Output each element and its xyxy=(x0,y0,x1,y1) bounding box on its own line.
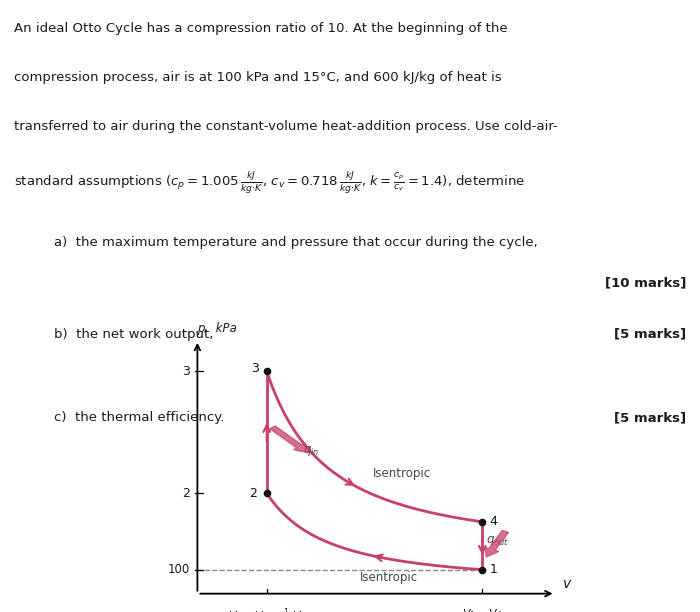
Text: $V_1 = V_4$: $V_1 = V_4$ xyxy=(462,607,503,612)
Text: 3: 3 xyxy=(182,365,190,378)
FancyArrow shape xyxy=(270,426,308,453)
Text: c)  the thermal efficiency.: c) the thermal efficiency. xyxy=(55,411,225,425)
Text: 2: 2 xyxy=(182,487,190,499)
Text: p,  kPa: p, kPa xyxy=(197,323,237,335)
Text: 3: 3 xyxy=(251,362,259,375)
Text: $q_{in}$: $q_{in}$ xyxy=(303,444,320,458)
Text: b)  the net work output,: b) the net work output, xyxy=(55,327,213,341)
Text: $V_2 = V_3 = \frac{1}{10}V_1$: $V_2 = V_3 = \frac{1}{10}V_1$ xyxy=(228,607,306,612)
Text: v: v xyxy=(563,577,571,591)
Text: Isentropic: Isentropic xyxy=(373,467,431,480)
Text: standard assumptions ($c_p = 1.005\,\frac{kJ}{kg{\cdot}K}$, $c_v = 0.718\,\frac{: standard assumptions ($c_p = 1.005\,\fra… xyxy=(14,170,526,196)
Text: 2: 2 xyxy=(249,487,258,499)
Text: compression process, air is at 100 kPa and 15°C, and 600 kJ/kg of heat is: compression process, air is at 100 kPa a… xyxy=(14,71,502,84)
Text: 1: 1 xyxy=(489,563,497,577)
Text: 100: 100 xyxy=(167,563,190,577)
Text: Isentropic: Isentropic xyxy=(360,570,419,584)
Text: [5 marks]: [5 marks] xyxy=(614,327,686,341)
Text: $q_{out}$: $q_{out}$ xyxy=(486,534,510,548)
Text: 4: 4 xyxy=(489,515,497,528)
Text: [5 marks]: [5 marks] xyxy=(614,411,686,425)
FancyArrow shape xyxy=(485,531,508,557)
Text: a)  the maximum temperature and pressure that occur during the cycle,: a) the maximum temperature and pressure … xyxy=(55,236,538,249)
Text: transferred to air during the constant-volume heat-addition process. Use cold-ai: transferred to air during the constant-v… xyxy=(14,121,558,133)
Text: An ideal Otto Cycle has a compression ratio of 10. At the beginning of the: An ideal Otto Cycle has a compression ra… xyxy=(14,22,508,35)
Text: [10 marks]: [10 marks] xyxy=(605,277,686,290)
